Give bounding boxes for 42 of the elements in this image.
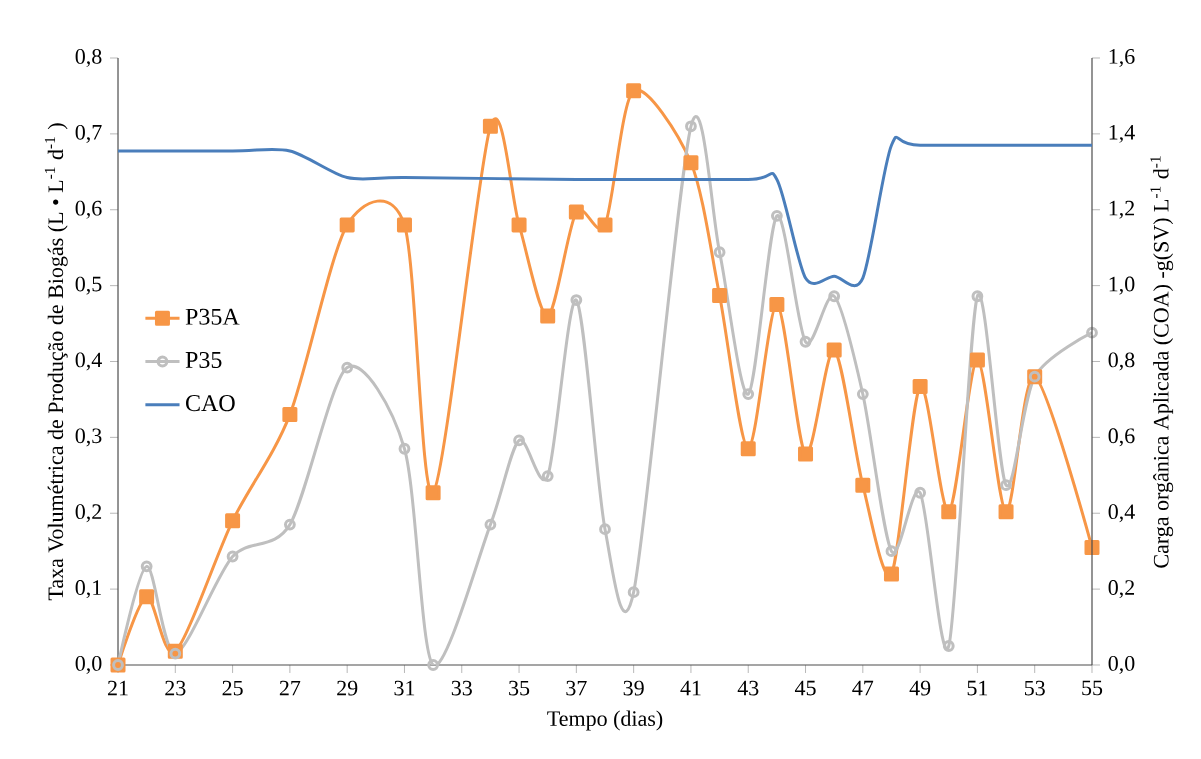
y2-tick-label: 0,0	[1108, 655, 1135, 674]
y-tick-label: 0,0	[75, 655, 102, 674]
y-tick-label: 0,8	[75, 49, 102, 68]
x-tick-label: 51	[967, 680, 988, 696]
legend-label: P35	[185, 351, 222, 368]
y-tick-label: 0,1	[75, 580, 101, 599]
y-tick-label: 0,6	[75, 200, 102, 219]
y2-tick-label: 0,8	[1108, 352, 1135, 371]
y2-tick-label: 0,4	[1108, 504, 1135, 523]
x-tick-label: 33	[451, 680, 472, 696]
x-tick-label: 35	[509, 680, 530, 696]
x-tick-label: 55	[1082, 680, 1103, 696]
legend-label: CAO	[186, 395, 235, 412]
x-tick-label: 49	[909, 680, 931, 696]
y2-tick-label: 1,6	[1109, 49, 1135, 67]
y2-tick-label: 0,2	[1108, 580, 1135, 599]
x-tick-label: 23	[165, 680, 186, 696]
legend-label: P35A	[185, 308, 240, 325]
y-tick-label: 0,3	[75, 428, 102, 447]
y-tick-label: 0,4	[75, 352, 102, 371]
x-tick-label: 45	[794, 680, 816, 696]
y2-tick-label: 1,4	[1109, 124, 1135, 143]
y-axis-title: Taxa Volumétrica de Produção de Biogás (L • L$^{-1}$ d$^{-1}$ )	[44, 123, 68, 601]
x-tick-label: 29	[337, 680, 358, 696]
x-tick-label: 47	[852, 680, 874, 696]
y-tick-label: 0,7	[75, 124, 102, 143]
y2-tick-label: 0,6	[1108, 428, 1135, 447]
y2-tick-label: 1,2	[1109, 200, 1135, 219]
y2-axis-title: Carga orgânica Aplicada (COA) -g(SV) L$^{-1}$ d$^{-1}$	[1150, 156, 1174, 568]
x-tick-label: 25	[222, 680, 243, 696]
x-tick-label: 39	[623, 680, 644, 696]
x-axis-title: Tempo (dias)	[547, 710, 663, 731]
y2-tick-label: 1,0	[1109, 276, 1135, 295]
x-tick-label: 37	[566, 680, 587, 696]
x-tick-label: 21	[107, 680, 128, 696]
y-tick-label: 0,5	[75, 276, 102, 295]
x-tick-label: 43	[737, 680, 759, 696]
x-tick-label: 27	[279, 680, 301, 696]
y-tick-label: 0,2	[75, 504, 102, 523]
x-tick-label: 31	[394, 680, 415, 696]
x-tick-label: 41	[680, 680, 701, 696]
x-tick-label: 53	[1024, 680, 1045, 696]
